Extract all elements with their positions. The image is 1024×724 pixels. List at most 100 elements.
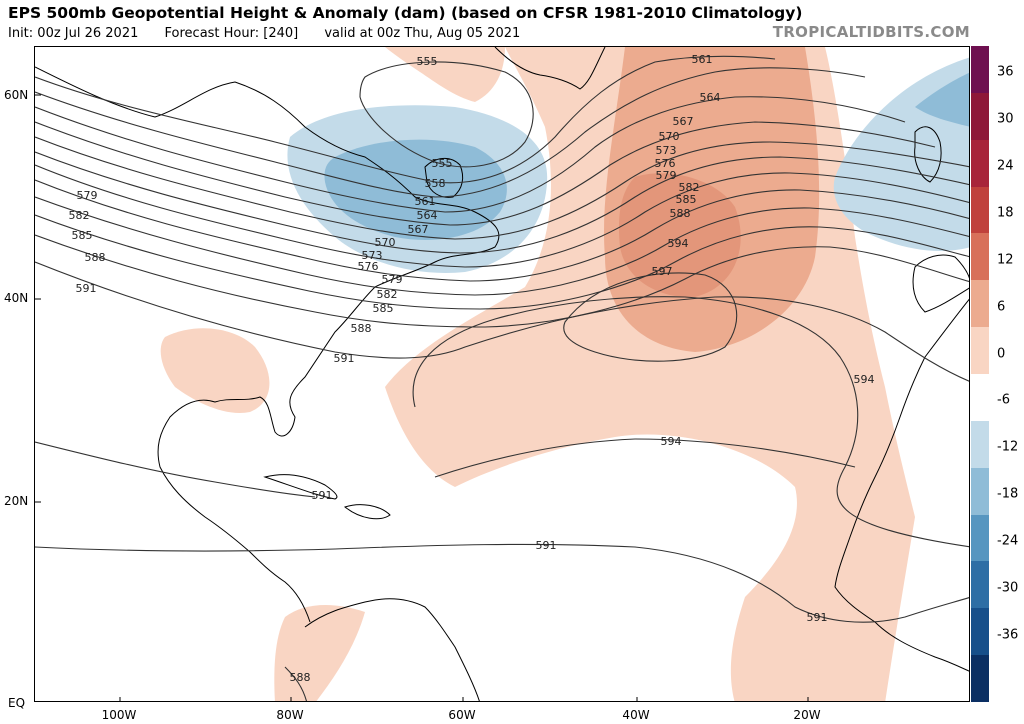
contour-label: 591 (334, 352, 355, 365)
contour-558 (35, 55, 776, 184)
contour-label: 576 (655, 157, 676, 170)
contour-label: 561 (415, 195, 436, 208)
contour-561 (35, 67, 866, 198)
anomaly-colorbar (971, 46, 989, 703)
contour-588 (35, 234, 969, 328)
colorbar-label: -24 (997, 533, 1019, 549)
contour-label: 579 (656, 169, 677, 182)
contour-591-north (35, 261, 969, 382)
map-panel: 555 555 558 561 561 564 564 567 567 570 … (34, 46, 970, 702)
map-subtitle: Init: 00z Jul 26 2021 Forecast Hour: [24… (8, 26, 542, 41)
contour-label: 594 (668, 237, 689, 250)
colorbar-segment (971, 280, 989, 328)
colorbar-label: -6 (997, 392, 1010, 408)
contour-label: 588 (351, 322, 372, 335)
source-watermark: TROPICALTIDBITS.COM (772, 23, 970, 41)
contour-label: 582 (377, 288, 398, 301)
map-title: EPS 500mb Geopotential Height & Anomaly … (8, 4, 803, 22)
contour-564 (35, 96, 906, 213)
colorbar-label: 6 (997, 299, 1006, 315)
contour-594-south (434, 438, 856, 478)
colorbar-segment (971, 467, 989, 516)
contour-label: 591 (807, 611, 828, 624)
colorbar-segment (971, 327, 989, 375)
valid-time: valid at 00z Thu, Aug 05 2021 (324, 26, 521, 41)
contour-label: 594 (661, 435, 682, 448)
iberia-coast (912, 254, 969, 313)
colorbar-segment (971, 655, 989, 703)
africa-coast (834, 298, 969, 672)
contour-label: 585 (676, 193, 697, 206)
contour-label: 570 (659, 130, 680, 143)
colorbar-segment (971, 514, 989, 562)
map-canvas: 555 555 558 561 561 564 564 567 567 570 … (35, 47, 969, 701)
contour-567 (35, 121, 936, 226)
greenland-coast (494, 47, 606, 90)
contour-label: 579 (382, 273, 403, 286)
contour-label: 591 (536, 539, 557, 552)
contour-label: 555 (432, 157, 453, 170)
colorbar-segment (971, 139, 989, 188)
lat-label-20n: 20N (4, 494, 29, 508)
contour-label: 564 (700, 91, 721, 104)
contour-label: 561 (692, 53, 713, 66)
colorbar-segment (971, 608, 989, 656)
height-contours (35, 55, 969, 701)
lon-label-40w: 40W (622, 708, 650, 722)
contour-570 (35, 136, 969, 240)
colorbar-label: -36 (997, 627, 1019, 643)
contour-label: 570 (375, 236, 396, 249)
contour-label: 558 (425, 177, 446, 190)
contour-label: 564 (417, 209, 438, 222)
contour-label: 582 (679, 181, 700, 194)
contour-591-caribbean (35, 441, 316, 498)
colorbar-label: -18 (997, 486, 1019, 502)
contour-label: 582 (69, 209, 90, 222)
newfoundland-coast (424, 158, 464, 198)
contour-594 (412, 296, 969, 548)
colorbar-label: 12 (997, 252, 1014, 268)
contour-label: 591 (312, 489, 333, 502)
contour-label: 573 (656, 144, 677, 157)
colorbar-segment (971, 374, 989, 422)
colorbar-segment (971, 46, 989, 94)
contour-label: 555 (417, 55, 438, 68)
anomaly-area-12dam (618, 173, 741, 298)
contour-588-south (284, 666, 307, 701)
negative-anomaly-shading (287, 57, 969, 273)
positive-anomaly-shading (160, 47, 915, 701)
lat-label-40n: 40N (4, 291, 29, 305)
north-america-coast (35, 66, 500, 623)
contour-582 (35, 196, 969, 296)
colorbar-label: 24 (997, 158, 1014, 174)
colorbar-segment (971, 92, 989, 141)
contour-579 (35, 179, 969, 282)
contour-label: 588 (290, 671, 311, 684)
colorbar-segment (971, 233, 989, 281)
lat-label-60n: 60N (4, 88, 29, 102)
contour-label: 588 (670, 207, 691, 220)
contour-label: 567 (673, 115, 694, 128)
lon-label-80w: 80W (276, 708, 304, 722)
contour-label: 576 (358, 260, 379, 273)
hispaniola-coast (343, 504, 391, 520)
contour-576 (35, 164, 969, 268)
colorbar-label: 18 (997, 205, 1014, 221)
cuba-coast (263, 474, 338, 500)
colorbar-label: 36 (997, 64, 1014, 80)
colorbar-label: -12 (997, 439, 1019, 455)
lon-label-20w: 20W (793, 708, 821, 722)
colorbar-label: -30 (997, 580, 1019, 596)
lon-label-60w: 60W (448, 708, 476, 722)
contour-label: 591 (76, 282, 97, 295)
contour-585 (35, 214, 969, 310)
anomaly-area-south-america (274, 605, 365, 701)
lat-label-eq: EQ (8, 696, 26, 710)
coastlines (35, 47, 969, 701)
contour-label: 585 (72, 229, 93, 242)
contour-label: 567 (408, 223, 429, 236)
contour-573 (35, 151, 969, 254)
contour-label: 588 (85, 251, 106, 264)
contour-591-south (35, 543, 969, 623)
colorbar-label: 0 (997, 346, 1006, 362)
